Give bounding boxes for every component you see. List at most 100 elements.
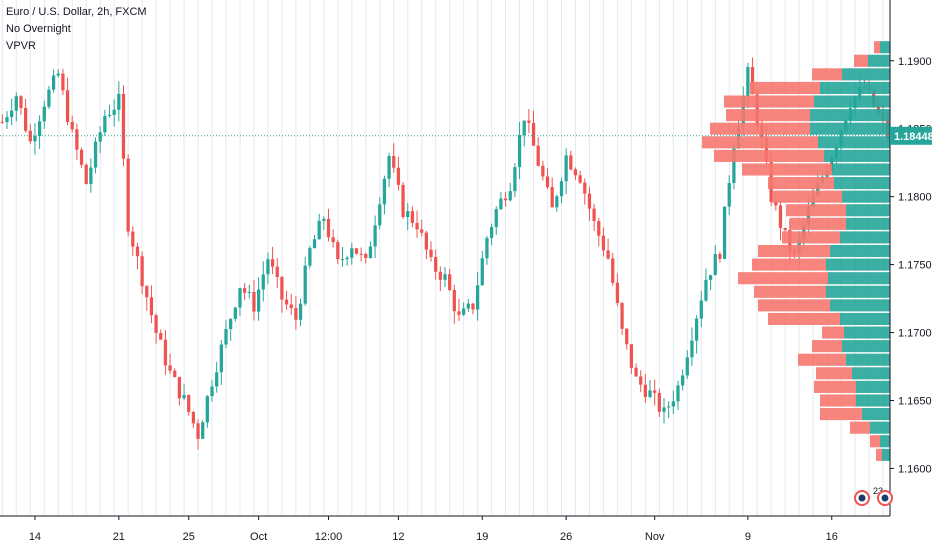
vp-up-bar xyxy=(880,41,890,54)
legend-symbol[interactable]: Euro / U.S. Dollar, 2h, FXCM xyxy=(6,6,147,18)
candle-body xyxy=(676,385,680,402)
candle-body xyxy=(224,329,228,345)
candle-body xyxy=(303,265,307,304)
candle-body xyxy=(117,93,121,110)
vp-up-bar xyxy=(856,394,890,407)
vp-down-bar xyxy=(742,163,832,176)
vp-up-bar xyxy=(828,272,890,285)
candle-body xyxy=(322,218,326,221)
candle-body xyxy=(233,307,237,319)
candle-body xyxy=(662,407,666,412)
x-tick-label: 12:00 xyxy=(315,531,343,543)
candle-body xyxy=(611,258,615,283)
vp-up-bar xyxy=(826,285,890,298)
vp-down-bar xyxy=(850,421,870,434)
candle-body xyxy=(201,422,205,439)
candle-body xyxy=(107,114,112,116)
candle-body xyxy=(708,275,713,280)
candle-body xyxy=(354,248,359,254)
candle-body xyxy=(438,271,442,280)
candle-body xyxy=(657,392,661,412)
vp-down-bar xyxy=(768,312,840,326)
candle-body xyxy=(685,357,689,376)
vp-down-bar xyxy=(758,299,830,312)
candle-body xyxy=(350,248,354,258)
candle-body xyxy=(522,120,526,135)
candle-body xyxy=(345,257,349,260)
candle-body xyxy=(89,167,93,184)
last-price-tag xyxy=(890,126,932,145)
candle-body xyxy=(308,248,312,266)
x-tick-label: 26 xyxy=(560,531,572,543)
vp-up-bar xyxy=(846,217,890,230)
candle-body xyxy=(280,276,284,300)
vp-down-bar xyxy=(754,285,826,298)
candle-body xyxy=(774,201,778,206)
vp-up-bar xyxy=(842,68,890,81)
candle-body xyxy=(443,274,447,280)
y-tick-label: 1.17000 xyxy=(898,328,932,340)
legend-session[interactable]: No Overnight xyxy=(6,23,71,35)
candle-body xyxy=(131,231,135,247)
candle-body xyxy=(727,182,731,207)
vp-down-bar xyxy=(798,353,846,366)
candle-body xyxy=(434,257,438,272)
candle-body xyxy=(37,121,42,137)
vp-up-bar xyxy=(820,81,890,94)
candle-body xyxy=(42,106,46,122)
candle-body xyxy=(555,196,559,208)
candle-body xyxy=(639,376,643,385)
legend-indicator[interactable]: VPVR xyxy=(6,40,36,52)
last-price-label: 1.18448 xyxy=(894,131,932,143)
candle-body xyxy=(261,274,265,290)
candle-body xyxy=(629,344,634,368)
vp-up-bar xyxy=(810,109,890,122)
candle-body xyxy=(517,134,522,168)
candle-body xyxy=(266,259,270,275)
candle-body xyxy=(243,288,247,293)
candle-body xyxy=(326,218,331,238)
vp-down-bar xyxy=(738,272,828,285)
vp-up-bar xyxy=(834,177,890,190)
candle-body xyxy=(205,396,209,423)
candle-body xyxy=(615,282,620,304)
candle-body xyxy=(690,340,694,358)
vp-up-bar xyxy=(814,95,890,108)
candle-body xyxy=(0,121,4,123)
candle-body xyxy=(429,249,433,258)
event-badge-count: 23 xyxy=(873,486,883,496)
candle-body xyxy=(625,328,629,345)
candle-body xyxy=(378,204,382,226)
candle-body xyxy=(536,145,540,166)
candle-body xyxy=(65,90,70,122)
vp-down-bar xyxy=(782,231,840,244)
x-tick-label: 21 xyxy=(113,531,125,543)
candle-body xyxy=(406,211,410,217)
candle-body xyxy=(448,274,452,290)
candle-body xyxy=(256,289,261,312)
candle-body xyxy=(331,237,335,243)
vp-up-bar xyxy=(818,136,890,149)
candle-body xyxy=(471,303,475,310)
vp-down-bar xyxy=(714,149,824,162)
x-tick-label: 19 xyxy=(476,531,488,543)
vp-up-bar xyxy=(824,149,890,162)
candle-body xyxy=(667,406,671,408)
candle-body xyxy=(746,67,750,96)
vp-down-bar xyxy=(870,435,880,448)
candle-body xyxy=(494,209,498,227)
candle-body xyxy=(159,333,163,340)
event-badge-dot xyxy=(881,494,889,502)
candle-body xyxy=(145,286,149,298)
candle-body xyxy=(219,344,223,373)
candle-body xyxy=(382,178,387,205)
candle-body xyxy=(634,367,638,377)
candle-body xyxy=(415,222,419,230)
candle-body xyxy=(601,235,606,251)
vp-up-bar xyxy=(842,190,890,203)
y-tick-label: 1.16500 xyxy=(898,395,932,407)
vp-up-bar xyxy=(870,421,890,434)
candle-body xyxy=(475,285,480,310)
candle-body xyxy=(531,122,536,146)
